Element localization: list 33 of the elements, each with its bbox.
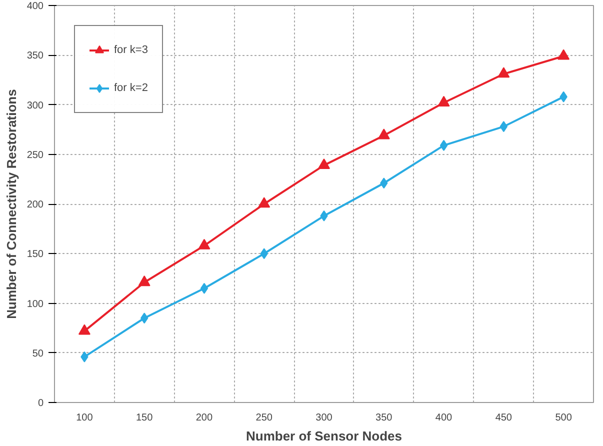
- point: [198, 238, 210, 250]
- y-tick-label: 50: [32, 348, 44, 360]
- point: [438, 96, 450, 106]
- point: [318, 158, 330, 169]
- y-tick-label: 150: [26, 249, 44, 260]
- legend-label: for k=3: [114, 44, 148, 56]
- x-tick-label: 300: [316, 412, 333, 424]
- y-tick-label: 400: [26, 1, 44, 12]
- x-tick-label: 100: [76, 412, 94, 424]
- y-tick-label: 0: [38, 398, 44, 409]
- point: [378, 128, 390, 140]
- y-tick-label: 350: [26, 50, 44, 62]
- y-tick-label: 300: [26, 100, 44, 112]
- x-tick-label: 350: [376, 412, 393, 424]
- y-tick-label: 250: [26, 150, 44, 161]
- x-tick-label: 200: [196, 412, 214, 424]
- x-tick-label: 250: [256, 412, 273, 424]
- x-tick-label: 450: [495, 412, 512, 424]
- point: [258, 197, 270, 208]
- y-tick-label: 200: [26, 200, 44, 210]
- y-axis-title: Number of Connectivity Restorations: [4, 89, 19, 319]
- x-tick-label: 500: [555, 412, 572, 424]
- x-axis-title: Number of Sensor Nodes: [246, 428, 402, 444]
- point: [498, 67, 510, 78]
- x-tick-label: 400: [435, 412, 453, 424]
- point: [138, 276, 150, 286]
- point: [200, 282, 208, 294]
- legend-label: for k=2: [114, 82, 148, 94]
- point: [78, 324, 90, 335]
- point: [558, 49, 570, 60]
- y-tick-label: 100: [26, 298, 44, 310]
- point: [440, 140, 448, 151]
- x-tick-label: 150: [136, 412, 154, 424]
